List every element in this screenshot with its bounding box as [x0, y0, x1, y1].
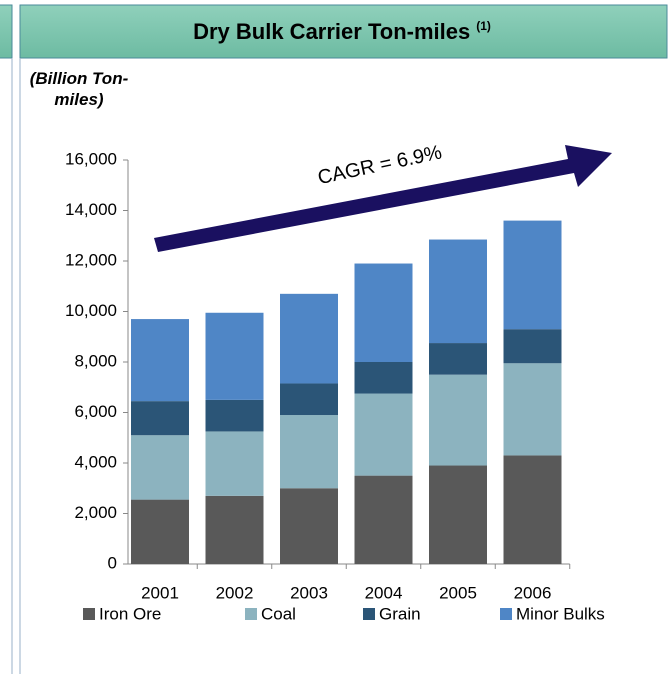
bar-segment [503, 329, 562, 364]
y-tick-label: 10,000 [65, 301, 117, 320]
side-panel [0, 4, 13, 59]
bar-segment [354, 475, 413, 564]
bar-segment [131, 401, 189, 436]
bar-segment [503, 363, 562, 456]
title-text: Dry Bulk Carrier Ton-miles [193, 19, 470, 44]
x-tick-label: 2002 [216, 583, 254, 602]
x-tick-label: 2005 [439, 583, 477, 602]
x-tick-label: 2004 [365, 583, 403, 602]
bar-segment [503, 455, 562, 564]
y-tick-label: 8,000 [74, 351, 117, 370]
bar-segment [280, 415, 338, 489]
bar-segment [429, 465, 487, 564]
x-tick-label: 2003 [290, 583, 328, 602]
bar-segment [429, 343, 487, 375]
bar-segment [503, 220, 562, 330]
y-tick-label: 2,000 [74, 503, 117, 522]
legend-swatch [83, 608, 95, 620]
bar-segment [131, 319, 189, 402]
chart-title: Dry Bulk Carrier Ton-miles (1) [193, 19, 491, 44]
annotation: CAGR = 6.9% [316, 141, 444, 189]
trend-arrow [154, 145, 612, 252]
bar-segment [280, 293, 338, 384]
bar-segment [205, 431, 264, 496]
x-tick-label: 2006 [514, 583, 552, 602]
bar-segment [354, 393, 413, 476]
bar-segment [280, 383, 338, 416]
bar-segment [205, 495, 264, 564]
legend-label: Iron Ore [99, 604, 161, 623]
legend-label: Grain [379, 604, 421, 623]
bar-segment [354, 263, 413, 362]
bar-segment [280, 488, 338, 564]
header [19, 4, 668, 59]
legend-swatch [245, 608, 257, 620]
y-tick-label: 12,000 [65, 250, 117, 269]
bar-segment [205, 312, 264, 400]
y-tick-label: 16,000 [65, 149, 117, 168]
bar-segment [131, 499, 189, 564]
bar-segment [429, 239, 487, 344]
legend-swatch [500, 608, 512, 620]
bar-segment [429, 374, 487, 466]
x-tick-label: 2001 [141, 583, 179, 602]
title-note: (1) [476, 19, 491, 33]
y-axis-label: (Billion Ton-miles) [29, 69, 129, 109]
y-tick-label: 0 [108, 553, 117, 572]
legend-label: Coal [261, 604, 296, 623]
bar-segment [131, 435, 189, 500]
y-tick-label: 6,000 [74, 402, 117, 421]
legend-label: Minor Bulks [516, 604, 605, 623]
legend-swatch [363, 608, 375, 620]
bar-segment [205, 399, 264, 432]
y-tick-label: 4,000 [74, 452, 117, 471]
y-tick-label: 14,000 [65, 200, 117, 219]
bar-segment [354, 362, 413, 394]
